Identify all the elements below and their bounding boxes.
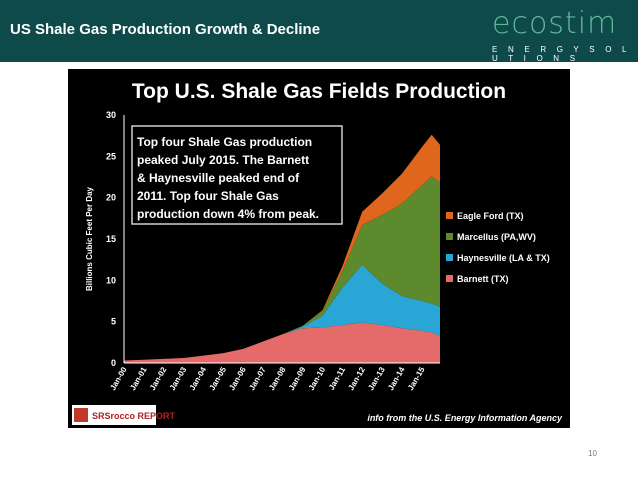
y-tick-label: 20 xyxy=(106,193,116,203)
company-logo: ecostim E N E R G Y S O L U T I O N S xyxy=(488,6,633,63)
x-tick-label: Jan-00 xyxy=(108,365,129,392)
publisher-logo: SRSrocco REPORT xyxy=(72,405,176,425)
logo-wordmark: ecostim xyxy=(492,6,618,41)
x-axis: Jan-00 Jan-01 Jan-02 Jan-03 Jan-04 Jan-05 Jan-… xyxy=(108,362,440,392)
y-tick-label: 10 xyxy=(106,275,116,285)
legend-label-barnett-tx: Barnett (TX) xyxy=(457,274,509,284)
publisher-logo-text: SRSrocco REPORT xyxy=(92,411,176,421)
annotation-box: Top four Shale Gas production peaked Jul… xyxy=(131,125,343,225)
legend-label-haynesville-la-tx: Haynesville (LA & TX) xyxy=(457,253,550,263)
x-tick-label: Jan-01 xyxy=(128,365,149,392)
x-tick-label: Jan-09 xyxy=(287,365,308,392)
annotation-line-5: production down 4% from peak. xyxy=(137,207,319,221)
y-tick-label: 25 xyxy=(106,151,116,161)
x-tick-label: Jan-02 xyxy=(148,365,169,392)
x-tick-label: Jan-06 xyxy=(227,365,248,392)
annotation-line-1: Top four Shale Gas production xyxy=(137,135,312,149)
chart-legend: Eagle Ford (TX) Marcellus (PA,WV) Haynesvi… xyxy=(446,211,550,284)
y-tick-label: 30 xyxy=(106,110,116,120)
x-tick-label: Jan-04 xyxy=(188,365,209,392)
x-tick-label: Jan-08 xyxy=(267,365,288,392)
x-tick-label: Jan-05 xyxy=(208,365,229,392)
area-marcellus-pa-wv xyxy=(124,176,440,361)
x-tick-label: Jan-12 xyxy=(346,365,367,392)
legend-swatch-barnett-tx xyxy=(446,275,453,282)
chart-title: Top U.S. Shale Gas Fields Production xyxy=(132,80,506,103)
annotation-line-3: & Haynesville peaked end of xyxy=(137,171,300,185)
source-note: info from the U.S. Energy Information Ag… xyxy=(367,413,563,423)
x-tick-label: Jan-03 xyxy=(168,365,189,392)
x-tick-label: Jan-10 xyxy=(307,365,328,392)
x-tick-label: Jan-07 xyxy=(247,365,268,392)
x-tick-label: Jan-15 xyxy=(406,365,427,392)
legend-swatch-marcellus-pa-wv xyxy=(446,233,453,240)
page-number: 10 xyxy=(588,449,597,458)
slide-title: US Shale Gas Production Growth & Decline xyxy=(10,21,321,38)
annotation-line-4: 2011. Top four Shale Gas xyxy=(137,189,279,203)
y-axis: 0 5 10 15 20 25 30 xyxy=(106,110,125,368)
legend-label-marcellus-pa-wv: Marcellus (PA,WV) xyxy=(457,232,536,242)
stacked-area-chart: Top U.S. Shale Gas Fields Production 0 5 1… xyxy=(72,80,563,425)
area-barnett-tx xyxy=(124,322,440,363)
legend-swatch-haynesville-la-tx xyxy=(446,254,453,261)
y-tick-label: 15 xyxy=(106,234,116,244)
logo-subtitle: E N E R G Y S O L U T I O N S xyxy=(492,45,631,63)
y-tick-label: 0 xyxy=(111,358,116,368)
legend-swatch-eagle-ford-tx xyxy=(446,212,453,219)
y-axis-label: Billions Cubic Feet Per Day xyxy=(85,186,94,291)
area-haynesville-la-tx xyxy=(124,264,440,361)
legend-label-eagle-ford-tx: Eagle Ford (TX) xyxy=(457,211,524,221)
x-tick-label: Jan-13 xyxy=(366,365,387,392)
slide-header: US Shale Gas Production Growth & Decline… xyxy=(0,0,638,63)
chart-image: Top U.S. Shale Gas Fields Production 0 5 1… xyxy=(68,69,570,428)
x-tick-label: Jan-14 xyxy=(386,365,407,392)
annotation-line-2: peaked July 2015. The Barnett xyxy=(137,153,309,167)
chart-areas xyxy=(124,134,440,363)
y-tick-label: 5 xyxy=(111,317,116,327)
x-tick-label: Jan-11 xyxy=(327,365,348,392)
